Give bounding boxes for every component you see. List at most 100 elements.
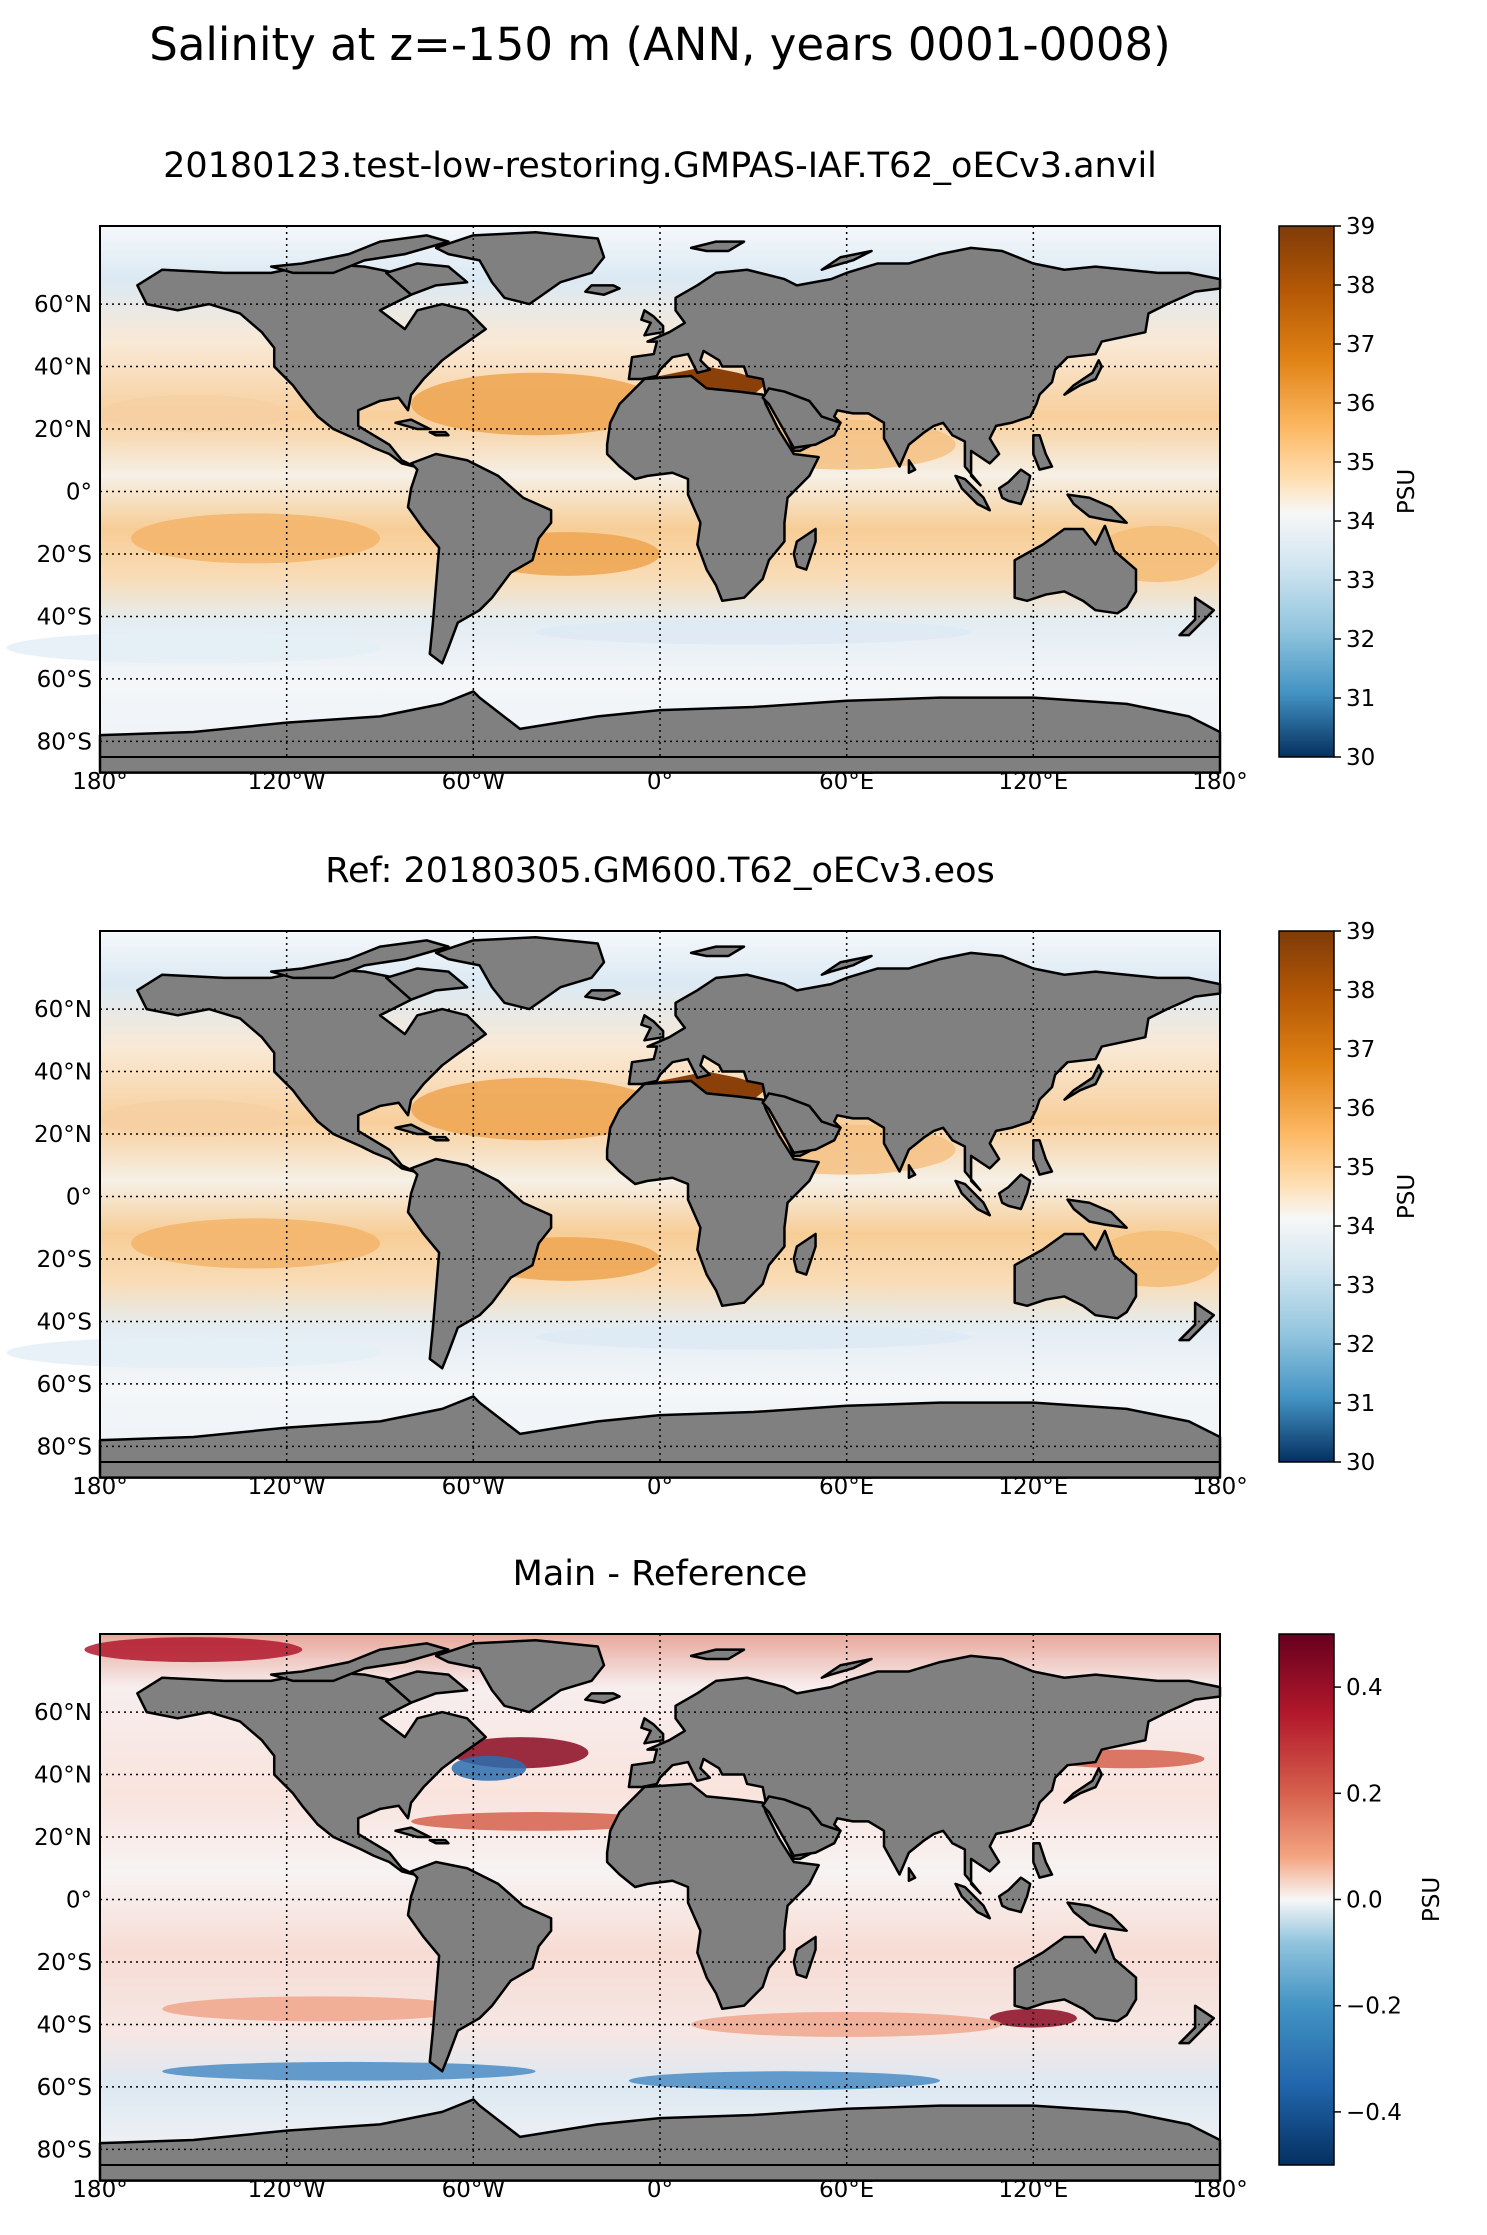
- field-anomaly: [628, 2071, 940, 2091]
- mediterranean-sea: [644, 1071, 769, 1100]
- colorbar-gradient: [1278, 930, 1335, 1463]
- colorbar-label: PSU: [1394, 469, 1420, 514]
- lon-tick-label: 180°: [72, 1474, 127, 1500]
- lat-tick-label: 40°N: [34, 1060, 92, 1086]
- land-iceland: [584, 989, 621, 1001]
- land-japan: [1063, 1064, 1104, 1101]
- colorbar-tick-label: 36: [1346, 1096, 1375, 1122]
- mediterranean-sea: [644, 366, 769, 395]
- land-new-guinea: [1066, 1198, 1128, 1229]
- map-panel-2: Ref: 20180305.GM600.T62_oECv3.eos 180° 120…: [6, 851, 1420, 1500]
- colorbar-tick-label: 37: [1346, 1037, 1375, 1063]
- lon-tick-label: 60°E: [819, 2177, 874, 2203]
- lon-tick-label: 0°: [647, 2177, 673, 2203]
- colorbar-tick-label: 38: [1346, 273, 1375, 299]
- land-uk: [640, 1014, 665, 1042]
- colorbar: 30 31 32 33 34 35 36 37 38 39 PSU: [1278, 214, 1420, 771]
- lon-tick-label: 180°: [72, 769, 127, 795]
- lat-tick-label: 20°S: [37, 1247, 92, 1273]
- lon-tick-label: 0°: [647, 1474, 673, 1500]
- lon-tick-label: 180°: [1192, 769, 1247, 795]
- colorbar-tick-label: 38: [1346, 978, 1375, 1004]
- land-svalbard: [689, 945, 746, 958]
- land-japan: [1063, 359, 1104, 396]
- land-sri-lanka: [907, 459, 917, 475]
- lat-tick-label: 0°: [66, 480, 92, 506]
- land-new-zealand: [1178, 1301, 1216, 1342]
- land-uk: [640, 1717, 665, 1745]
- lon-tick-label: 0°: [647, 769, 673, 795]
- field-anomaly: [162, 2061, 536, 2081]
- lon-tick-label: 180°: [72, 2177, 127, 2203]
- land-borneo: [997, 468, 1032, 506]
- colorbar-gradient: [1278, 225, 1335, 758]
- colorbar-tick-label: 0.4: [1346, 1675, 1383, 1701]
- land-borneo: [997, 1173, 1032, 1211]
- colorbar-label: PSU: [1394, 1174, 1420, 1219]
- lat-tick-label: 60°N: [34, 292, 92, 318]
- land-iceland: [584, 284, 621, 296]
- lat-tick-label: 40°S: [37, 604, 92, 630]
- land-sri-lanka: [907, 1867, 917, 1883]
- land-cuba: [394, 1123, 432, 1136]
- land-eurasia: [627, 1654, 1222, 1895]
- field-anomaly: [451, 1755, 527, 1781]
- land-canadian-arctic: [269, 939, 450, 980]
- lon-tick-label: 120°E: [998, 1474, 1068, 1500]
- land-japan: [1063, 1767, 1104, 1804]
- panel-title: Main - Reference: [513, 1554, 808, 1594]
- field-anomaly: [131, 1218, 380, 1269]
- land-antarctica: [98, 690, 1222, 774]
- lat-tick-label: 40°S: [37, 1309, 92, 1335]
- lat-tick-label: 20°S: [37, 542, 92, 568]
- lat-tick-label: 80°S: [37, 1434, 92, 1460]
- colorbar-tick-label: −0.2: [1346, 1994, 1402, 2020]
- land-svalbard: [689, 1648, 746, 1661]
- land-borneo: [997, 1876, 1032, 1914]
- land-eurasia: [627, 951, 1222, 1192]
- lon-tick-label: 60°W: [442, 769, 506, 795]
- land-africa: [605, 1782, 820, 2011]
- lat-tick-label: 60°S: [37, 1372, 92, 1398]
- land-africa: [605, 1079, 820, 1308]
- land-sumatra: [954, 474, 992, 512]
- map-frame: [99, 225, 1221, 758]
- land-madagascar: [792, 1232, 817, 1276]
- colorbar-label: PSU: [1419, 1877, 1445, 1922]
- land-madagascar: [792, 527, 817, 571]
- lon-tick-label: 180°: [1192, 1474, 1247, 1500]
- land-australia: [1013, 1229, 1138, 1320]
- lat-tick-label: 0°: [66, 1185, 92, 1211]
- land-new-zealand: [1178, 2004, 1216, 2045]
- colorbar-tick-label: 30: [1346, 745, 1375, 771]
- lat-tick-label: 80°S: [37, 2137, 92, 2163]
- colorbar-tick-label: 31: [1346, 686, 1375, 712]
- land-greenland: [434, 1638, 606, 1714]
- field-anomaly: [6, 632, 380, 664]
- colorbar-tick-label: 37: [1346, 332, 1375, 358]
- field-anomaly: [535, 1324, 972, 1350]
- colorbar-tick-label: 35: [1346, 1155, 1375, 1181]
- lat-tick-label: 20°S: [37, 1950, 92, 1976]
- lat-tick-label: 80°S: [37, 729, 92, 755]
- lat-tick-label: 60°S: [37, 2075, 92, 2101]
- colorbar-tick-label: 31: [1346, 1391, 1375, 1417]
- lat-tick-label: 60°S: [37, 667, 92, 693]
- lon-tick-label: 120°W: [248, 2177, 326, 2203]
- map-panel-1: 20180123.test-low-restoring.GMPAS-IAF.T6…: [6, 146, 1420, 795]
- land-cuba: [394, 418, 432, 431]
- land-uk: [640, 309, 665, 337]
- colorbar-tick-label: 34: [1346, 1214, 1375, 1240]
- colorbar-tick-label: 33: [1346, 568, 1375, 594]
- lat-tick-label: 40°S: [37, 2012, 92, 2038]
- colorbar-tick-label: 35: [1346, 450, 1375, 476]
- field-anomaly: [162, 1996, 474, 2022]
- colorbar-tick-label: 33: [1346, 1273, 1375, 1299]
- lat-tick-label: 40°N: [34, 355, 92, 381]
- land-africa: [605, 374, 820, 603]
- land-eurasia: [627, 246, 1222, 487]
- lon-tick-label: 120°W: [248, 769, 326, 795]
- land-new-guinea: [1066, 493, 1128, 524]
- land-arabia-link: [761, 1795, 842, 1858]
- land-cuba: [394, 1826, 432, 1839]
